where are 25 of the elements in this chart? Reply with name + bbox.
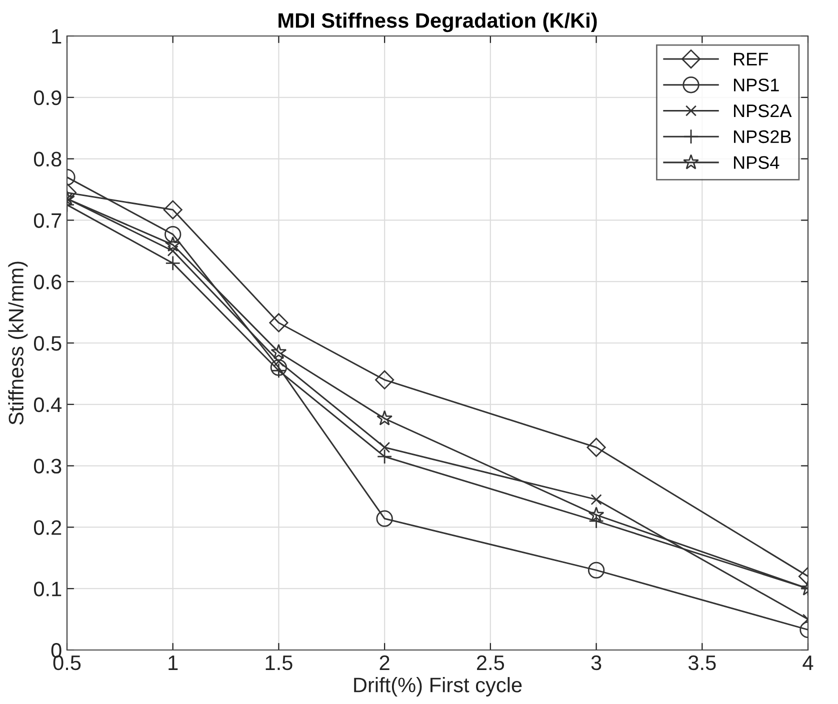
y-tick-label: 0.1: [34, 582, 62, 596]
y-tick-label: 0.9: [34, 90, 62, 106]
legend-label: NPS4: [734, 156, 780, 169]
y-tick-label: 1: [52, 29, 62, 44]
x-tick-label: 2: [380, 655, 390, 670]
y-tick-label: 0.5: [34, 336, 62, 351]
x-tick-label: 4: [802, 656, 814, 670]
legend-label: NPS2A: [734, 104, 792, 118]
x-axis-title: Drift(%) First cycle: [354, 677, 522, 696]
y-tick-label: 0.4: [34, 397, 62, 412]
legend-label: NPS1: [734, 78, 779, 92]
x-tick-label: 1: [168, 656, 178, 670]
legend-label: NPS2B: [734, 130, 791, 144]
y-tick-label: 0.6: [34, 274, 62, 290]
y-tick-label: 0.8: [34, 152, 62, 167]
x-tick-label: 3: [591, 655, 602, 670]
x-tick-label: 3.5: [688, 655, 716, 670]
y-axis-title: Stiffness (kN/mm): [8, 262, 28, 425]
y-tick-label: 0.3: [34, 458, 62, 474]
chart-title: MDI Stiffness Degradation (K/Ki): [278, 12, 597, 32]
x-tick-label: 2.5: [477, 655, 504, 670]
legend-label: REF: [734, 52, 768, 66]
y-tick-label: 0.2: [34, 520, 62, 535]
x-tick-label: 1.5: [266, 656, 292, 670]
y-tick-label: 0.7: [34, 213, 62, 228]
